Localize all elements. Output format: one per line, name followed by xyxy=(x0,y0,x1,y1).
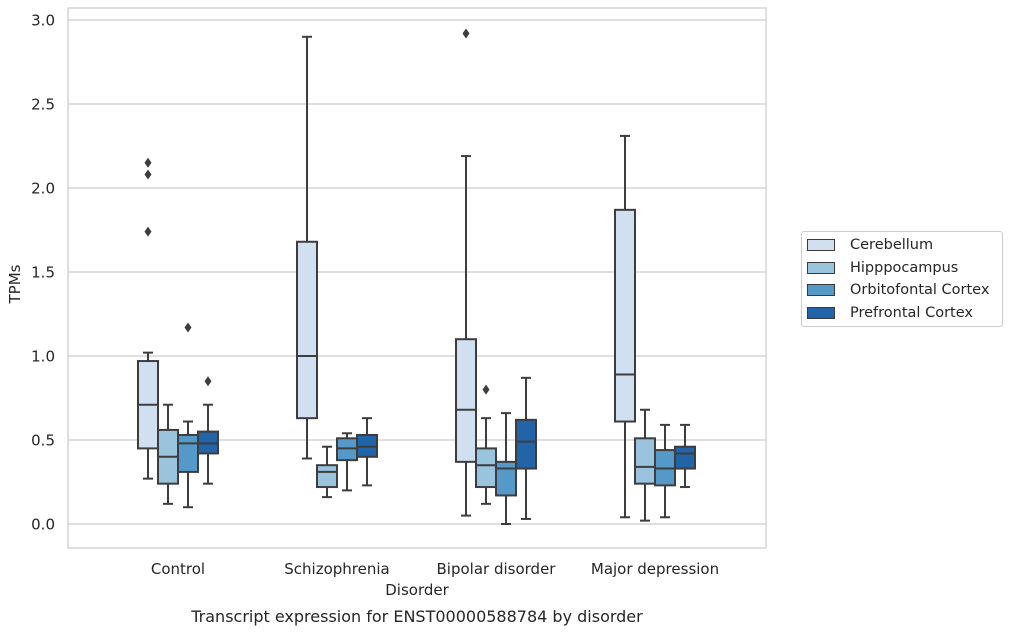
box-iqr xyxy=(177,433,199,473)
box-iqr xyxy=(495,460,517,497)
legend-item-cerebellum: Cerebellum xyxy=(807,235,933,255)
box-iqr xyxy=(674,445,696,470)
plot-frame xyxy=(67,7,767,549)
legend-swatch-orbitofrontal-cortex xyxy=(807,284,835,296)
box-group xyxy=(674,423,696,489)
y-tick-label: 1.0 xyxy=(31,348,55,366)
outlier-point xyxy=(144,169,152,180)
box-group xyxy=(614,134,636,519)
box-group xyxy=(336,432,358,492)
x-tick-label: Major depression xyxy=(591,560,719,578)
legend-label-cerebellum: Cerebellum xyxy=(850,237,934,253)
y-tick-label: 2.5 xyxy=(31,96,55,114)
box-group xyxy=(475,384,497,505)
outlier-point xyxy=(144,157,152,168)
x-axis-label: Disorder xyxy=(385,581,449,599)
legend: Cerebellum Hipppocampus Orbitofontal Cor… xyxy=(801,231,1003,327)
box-group xyxy=(356,417,378,487)
outlier-point xyxy=(462,28,470,39)
box-iqr xyxy=(634,437,656,485)
box-iqr xyxy=(475,447,497,489)
box-group xyxy=(137,157,159,480)
outlier-point xyxy=(144,226,152,237)
box-group xyxy=(515,376,537,520)
x-tick-label: Control xyxy=(151,560,205,578)
box-group xyxy=(316,445,338,499)
y-axis-ticks: 0.0 0.5 1.0 1.5 2.0 2.5 3.0 xyxy=(31,12,55,534)
legend-item-prefrontal-cortex: Prefrontal Cortex xyxy=(807,303,973,323)
box-iqr xyxy=(316,464,338,489)
legend-swatch-hippocampus xyxy=(807,262,835,274)
legend-item-orbitofrontal-cortex: Orbitofontal Cortex xyxy=(807,280,989,300)
box-group xyxy=(177,322,199,509)
box-group xyxy=(455,28,477,517)
legend-label-prefrontal-cortex: Prefrontal Cortex xyxy=(850,305,973,321)
box-group xyxy=(654,423,676,519)
chart-title: Transcript expression for ENST0000058878… xyxy=(190,607,643,626)
legend-item-hippocampus: Hipppocampus xyxy=(807,258,958,278)
box-group xyxy=(197,376,219,485)
box-group xyxy=(634,408,656,522)
y-tick-label: 3.0 xyxy=(31,12,55,30)
box-iqr xyxy=(296,240,318,420)
y-tick-label: 0.0 xyxy=(31,516,55,534)
boxes xyxy=(137,28,696,525)
legend-label-orbitofrontal-cortex: Orbitofontal Cortex xyxy=(850,282,990,298)
y-tick-label: 0.5 xyxy=(31,432,55,450)
outlier-point xyxy=(204,376,212,387)
outlier-point xyxy=(184,322,192,333)
y-axis-label: TPMs xyxy=(6,264,24,304)
legend-swatch-cerebellum xyxy=(807,239,835,251)
legend-label-hippocampus: Hipppocampus xyxy=(850,260,959,276)
box-group xyxy=(296,35,318,460)
box-group xyxy=(157,403,179,505)
box-iqr xyxy=(455,338,477,463)
box-group xyxy=(495,412,517,525)
x-axis-ticks: Control Schizophrenia Bipolar disorder Majo… xyxy=(151,560,719,578)
box-iqr xyxy=(515,418,537,470)
box-iqr xyxy=(614,208,636,423)
outlier-point xyxy=(482,384,490,395)
legend-swatch-prefrontal-cortex xyxy=(807,307,835,319)
y-tick-label: 1.5 xyxy=(31,264,55,282)
x-tick-label: Bipolar disorder xyxy=(437,560,557,578)
x-tick-label: Schizophrenia xyxy=(284,560,389,578)
y-tick-label: 2.0 xyxy=(31,180,55,198)
